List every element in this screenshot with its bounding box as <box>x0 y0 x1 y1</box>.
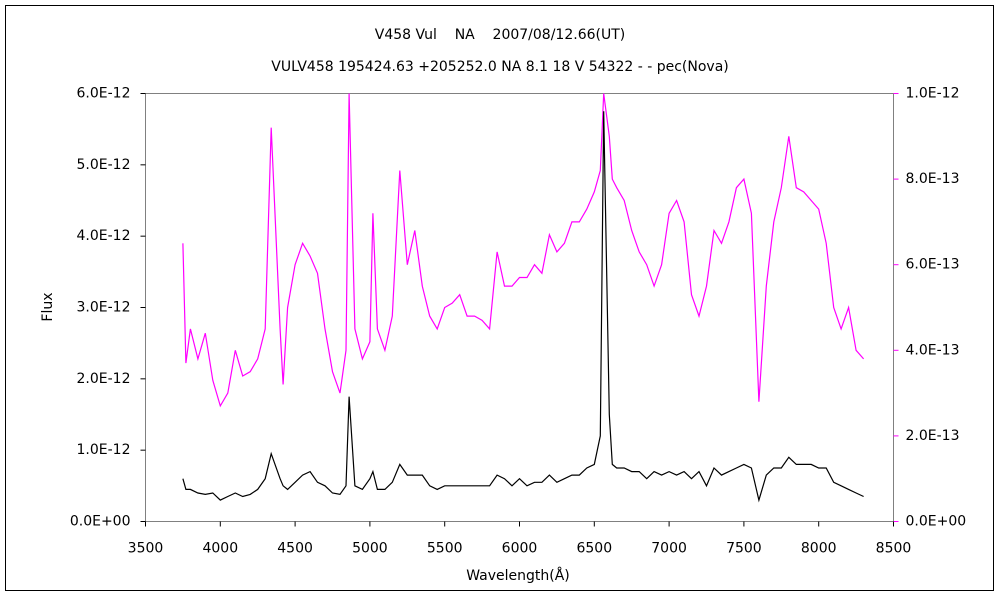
y2-tick-label: 1.0E-12 <box>906 86 960 102</box>
x-axis-label: Wavelength(Å) <box>466 567 570 584</box>
y2-tick-label: 8.0E-13 <box>906 171 960 187</box>
y2-tick-label: 4.0E-13 <box>906 342 960 358</box>
x-tick-label: 5000 <box>352 541 388 557</box>
x-tick-label: 5500 <box>427 541 463 557</box>
y-axis-label: Flux <box>40 292 56 321</box>
y-tick-label: 0.0E+00 <box>70 514 131 530</box>
x-tick-label: 8500 <box>876 541 912 557</box>
series-line <box>182 93 865 408</box>
y-tick-label: 1.0E-12 <box>77 442 131 458</box>
chart-subtitle: VULV458 195424.63 +205252.0 NA 8.1 18 V … <box>271 59 729 75</box>
series-line <box>182 111 864 503</box>
y2-tick-label: 0.0E+00 <box>906 514 967 530</box>
y-tick-label: 6.0E-12 <box>77 86 131 102</box>
y-tick-label: 2.0E-12 <box>77 371 131 387</box>
x-tick-label: 7500 <box>726 541 762 557</box>
x-tick-label: 3500 <box>128 541 164 557</box>
x-tick-label: 7000 <box>651 541 687 557</box>
chart-frame <box>5 5 994 591</box>
x-tick-label: 6500 <box>576 541 612 557</box>
y2-tick-label: 2.0E-13 <box>906 428 960 444</box>
x-tick-label: 8000 <box>801 541 837 557</box>
x-tick-label: 6000 <box>502 541 538 557</box>
y-tick-label: 3.0E-12 <box>77 300 131 316</box>
x-tick-label: 4000 <box>202 541 238 557</box>
y-tick-label: 5.0E-12 <box>77 157 131 173</box>
y2-tick-label: 6.0E-13 <box>906 257 960 273</box>
x-tick-label: 4500 <box>277 541 313 557</box>
y-tick-label: 4.0E-12 <box>77 228 131 244</box>
chart-title: V458 Vul NA 2007/08/12.66(UT) <box>375 27 625 43</box>
